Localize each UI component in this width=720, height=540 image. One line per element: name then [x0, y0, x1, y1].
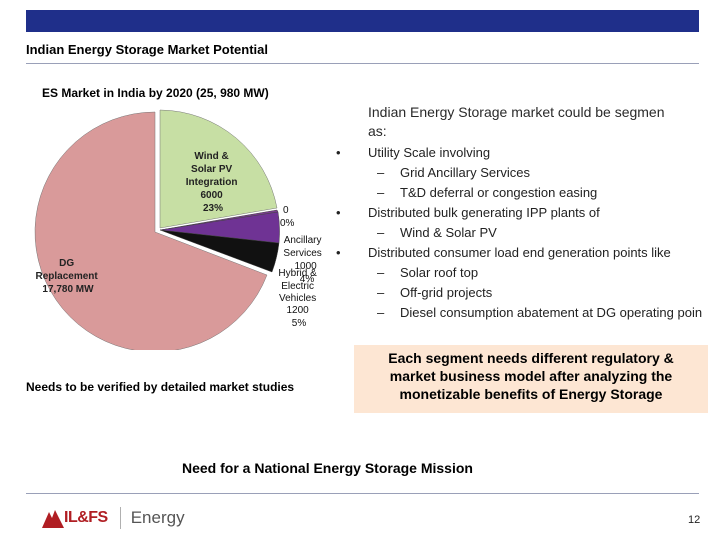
sub-text: Off-grid projects	[400, 285, 493, 300]
segments-intro: Indian Energy Storage market could be se…	[368, 103, 720, 141]
label-line: Electric	[281, 281, 314, 292]
label-line: 1200	[286, 305, 309, 316]
label-line: Services	[283, 248, 321, 259]
intro-line: as:	[368, 123, 387, 139]
label-line: 17,780 MW	[42, 284, 94, 295]
label-ancillary: Ancillary Services 1000 4%	[283, 235, 324, 285]
ilfs-logo: IL&FS Energy	[42, 506, 185, 530]
title-divider	[26, 63, 699, 64]
label-line: Vehicles	[279, 293, 316, 304]
label-line: 4%	[300, 274, 315, 285]
footer-divider	[26, 493, 699, 494]
callout-line: Each segment needs different regulatory …	[388, 350, 674, 366]
sub-marker: –	[377, 265, 385, 280]
chart-title: ES Market in India by 2020 (25, 980 MW)	[42, 86, 269, 100]
sub-text: Diesel consumption abatement at DG opera…	[400, 305, 703, 320]
pie-slice-wind-solar	[159, 109, 278, 229]
sub-text: Wind & Solar PV	[400, 225, 497, 240]
bullet-marker: •	[336, 245, 341, 260]
bullet-text: Utility Scale involving	[368, 145, 491, 160]
label-dg-replacement: DG Replacement 17,780 MW	[35, 258, 100, 295]
verification-note: Needs to be verified by detailed market …	[26, 380, 295, 394]
callout-line: market business model after analyzing th…	[389, 368, 673, 384]
sub-marker: –	[377, 165, 385, 180]
sub-marker: –	[377, 305, 385, 320]
logo-separator	[119, 507, 121, 529]
brand-text: Energy	[130, 508, 185, 527]
sub-marker: –	[377, 185, 385, 200]
logo-text: IL&FS	[64, 509, 108, 526]
slide-title: Indian Energy Storage Market Potential	[26, 42, 268, 57]
label-line: 6000	[200, 190, 223, 201]
label-line: 5%	[292, 318, 307, 329]
pie-slice-hybrid-ev	[159, 229, 280, 273]
label-line: 23%	[203, 203, 223, 214]
callout-line: monetizable benefits of Energy Storage	[399, 386, 663, 402]
label-wind-solar: Wind & Solar PV Integration 6000 23%	[186, 151, 240, 214]
label-line: Replacement	[35, 271, 98, 282]
ilfs-logo-icon	[42, 510, 64, 528]
sub-marker: –	[377, 285, 385, 300]
pie-slice-dg-replacement	[34, 111, 268, 350]
label-line: 0	[283, 205, 289, 216]
label-line: DG	[59, 258, 74, 269]
header-bar	[26, 10, 699, 32]
label-line: 0%	[280, 218, 295, 229]
sub-text: Solar roof top	[400, 265, 479, 280]
page-number: 12	[688, 514, 701, 526]
label-line: Hybrid &	[278, 268, 317, 279]
bullet-marker: •	[336, 205, 341, 220]
label-line: Ancillary	[284, 235, 322, 246]
sub-text: Grid Ancillary Services	[400, 165, 531, 180]
bullet-text: Distributed consumer load end generation…	[368, 245, 671, 260]
bullet-text: Distributed bulk generating IPP plants o…	[368, 205, 600, 220]
bullet-marker: •	[336, 145, 341, 160]
label-line: Wind &	[194, 151, 228, 162]
label-line: 1000	[294, 261, 317, 272]
label-line: Integration	[186, 177, 238, 188]
mission-statement: Need for a National Energy Storage Missi…	[182, 460, 473, 476]
sub-marker: –	[377, 225, 385, 240]
label-hybrid-ev: Hybrid & Electric Vehicles 1200 5%	[278, 268, 319, 329]
intro-line: Indian Energy Storage market could be se…	[368, 104, 665, 120]
label-line: Solar PV	[191, 164, 232, 175]
sub-text: T&D deferral or congestion easing	[400, 185, 598, 200]
callout-box: Each segment needs different regulatory …	[354, 345, 708, 413]
pie-chart: Wind & Solar PV Integration 6000 23% 0 0…	[34, 109, 324, 350]
label-zero: 0 0%	[280, 205, 295, 229]
